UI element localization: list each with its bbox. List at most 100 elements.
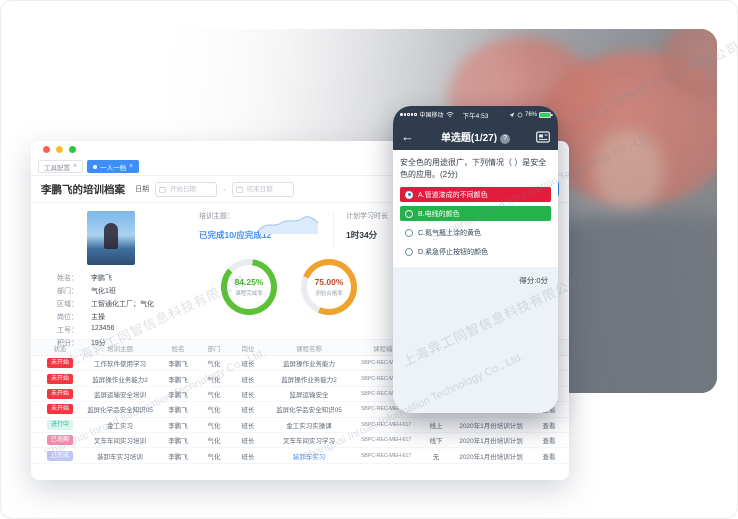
course-cell[interactable]: 装卸车实习 [292,453,326,461]
course-cell: 监屏化学品安全知识05 [276,407,342,415]
answer-card-icon[interactable] [536,130,550,143]
plan-duration-value: 1时34分 [346,230,378,240]
column-header: 岗位 [241,345,255,353]
option-A[interactable]: A.管道漆成的不同颜色 [400,187,551,203]
tab-bar: 工具配置 × 一人一档 × [31,158,569,176]
course-code-cell: SBPC-REC-MEH-617 [360,437,412,444]
column-header: 课程名称 [296,345,322,353]
topic-cell: 装卸车实习培训 [97,453,143,461]
traffic-light-close[interactable] [43,146,50,153]
status-cell: 进行中 [39,419,81,430]
plan-cell: 2020年1月份培训计划 [459,438,523,446]
status-badge: 未开始 [46,373,73,384]
post-cell: 班长 [241,453,255,461]
table-row[interactable]: 已完成 装卸车实习培训 李鹏飞 气化 班长 装卸车实习 SBPC-REC-MEH-617 无 2… [31,448,569,464]
score-label: 得分:0分 [393,267,558,287]
dept-cell: 气化 [207,422,221,430]
action-cell[interactable]: 查看 [542,407,556,415]
course-cell: 监屏操作业务能力2 [281,376,337,384]
radio-icon[interactable] [405,228,413,237]
profile-field-value: 19分 [91,339,106,347]
column-header: 课程编号 [373,345,399,353]
calendar-icon [159,186,166,193]
profile-field-label: 积分： [57,339,78,347]
start-date-input[interactable] [155,181,217,197]
post-cell: 班长 [241,407,255,415]
close-icon[interactable]: × [73,163,78,170]
dept-cell: 气化 [207,407,221,415]
topic-cell: 监屏操作业务能力2 [92,376,148,384]
radio-icon[interactable] [405,247,413,256]
training-topic-block: 培训主题： 已完成10/应完成12 [199,211,327,241]
name-cell: 李鹏飞 [168,453,188,461]
traffic-light-minimize[interactable] [56,146,63,153]
option-D[interactable]: D.紧急停止按钮的颜色 [400,244,551,259]
action-cell[interactable]: 查看 [542,422,556,430]
post-cell: 班长 [241,376,255,384]
profile-field-value: 主操 [91,313,105,321]
table-row[interactable]: 已逾期 叉车车间实习培训 李鹏飞 气化 班长 叉车车间实习学习 SBPC-REC-MEH-6… [31,433,569,449]
table-row[interactable]: 未开始 工作软件使用学习 李鹏飞 气化 班长 监屏操作业务能力 SBPC-REC-MEH-6… [31,356,569,372]
dept-cell: 气化 [207,438,221,446]
donut-chart: 75.00% 测验合格率 [301,259,357,315]
profile-field-label: 岗位： [57,313,78,321]
action-cell[interactable]: 查看 [542,438,556,446]
profile-fields: 姓名： 李鹏飞 部门： 气化1班 区域： 工智通化工厂；气化 岗位： 主操 工号： 123456 积… [31,271,193,349]
table-row[interactable]: 未开始 监屏操作业务能力2 李鹏飞 气化 班长 监屏操作业务能力2 SBPC-REC-MEH… [31,371,569,387]
phone-status-bar: 中国移动 下午4:53 76% [393,106,558,123]
stats-panel: 培训主题： 已完成10/应完成12 计划学习时长 1时34分 84.25% 课程完… [193,203,569,339]
question-area: 安全色的用途很广，下列情况（ ）是安全色的应用。(2分) A.管道漆成的不同颜色… [393,150,558,268]
back-arrow-icon[interactable]: ← [401,129,414,144]
sparkline-chart [258,216,319,234]
radio-selected-icon[interactable] [405,190,413,199]
name-cell: 李鹏飞 [168,376,188,384]
option-C[interactable]: C.氮气瓶上涂的黄色 [400,225,551,240]
option-text: C.氮气瓶上涂的黄色 [418,229,481,237]
option-B[interactable]: B.电线的颜色 [400,206,551,222]
course-cell: 监屏操作业务能力 [283,361,335,369]
traffic-light-zoom[interactable] [69,146,76,153]
status-cell: 未开始 [39,358,81,369]
course-cell: 金工实习实操课 [286,422,332,430]
dept-cell: 气化 [207,453,221,461]
radio-icon[interactable] [405,209,413,218]
mode-cell: 线下 [429,438,443,446]
course-cell: 监屏运输安全 [289,391,329,399]
column-header: 姓名 [171,345,185,353]
profile-field-value: 气化1班 [91,287,116,295]
name-cell: 李鹏飞 [168,422,188,430]
name-cell: 李鹏飞 [168,438,188,446]
table-row[interactable]: 进行中 金工实习 李鹏飞 气化 班长 金工实习实操课 SBPC-REC-MEH-617 线上 2… [31,418,569,433]
profile-field-value: 工智通化工厂；气化 [91,300,154,308]
status-cell: 未开始 [39,404,81,415]
topic-cell: 监屏化学品安全知识05 [87,407,153,415]
tab-0[interactable]: 工具配置 × [38,160,84,173]
table-row[interactable]: 未开始 监屏运输安全培训 李鹏飞 气化 班长 监屏运输安全 SBPC-REC-MEH-617 [31,387,569,403]
option-text: B.电线的颜色 [418,210,460,218]
dept-cell: 气化 [207,391,221,399]
post-cell: 班长 [241,361,255,369]
plan-duration-block: 计划学习时长 1时34分 [346,211,388,241]
battery-icon [539,111,553,118]
tab-1[interactable]: 一人一档 × [87,160,140,173]
course-code-cell: SBPC-REC-MEH-617 [360,390,412,397]
donut-percent: 75.00% [314,277,344,287]
action-cell[interactable]: 查看 [542,453,556,461]
active-dot-icon [93,164,98,169]
column-header: 培训主题 [107,345,133,353]
calendar-icon [236,186,243,193]
date-range-separator: - [223,184,226,194]
close-icon[interactable]: × [129,163,134,170]
donut-charts: 84.25% 课程完成率 75.00% 测验合格率 [199,259,569,315]
help-icon[interactable]: ? [500,134,511,144]
status-badge: 未开始 [46,388,73,399]
end-date-input[interactable] [231,181,294,197]
date-label: 日期 [135,186,149,193]
profile-field-label: 工号： [57,326,78,334]
topic-cell: 监屏运输安全培训 [94,391,146,399]
plan-label: 计划学习时长 [346,213,388,220]
post-cell: 班长 [241,438,255,446]
page-title: 李鹏飞的培训档案 [41,183,125,196]
window-titlebar [31,141,569,158]
